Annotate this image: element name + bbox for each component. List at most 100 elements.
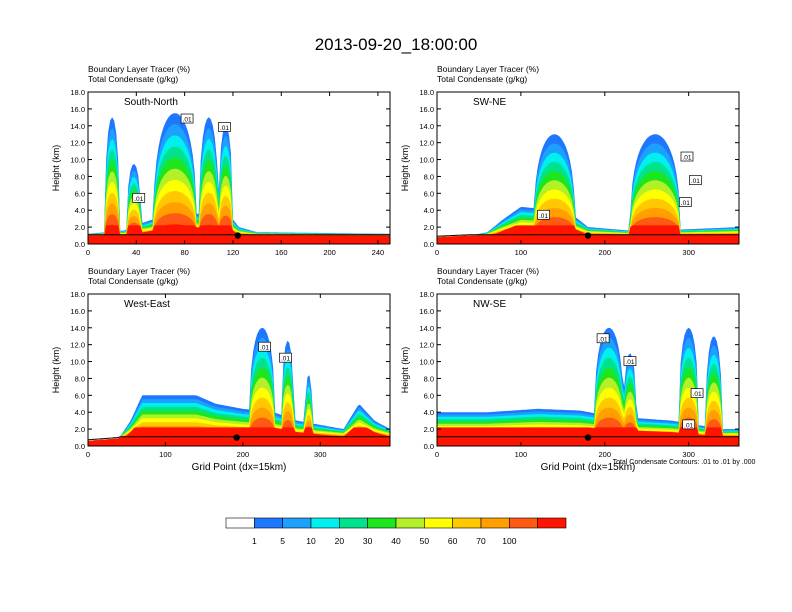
panel-west-east: 0.0 2.0 4.0 6.0 8.0 10.0 12.0 14.0 16.0 18.0 0 100 2… xyxy=(51,266,391,473)
y-tick-label: 0.0 xyxy=(424,240,434,249)
colorbar-label: 40 xyxy=(391,536,401,546)
colorbar-label: 70 xyxy=(476,536,486,546)
y-tick-label: 10.0 xyxy=(70,156,85,165)
x-tick-label: 100 xyxy=(515,248,528,257)
y-tick-label: 12.0 xyxy=(70,139,85,148)
colorbar-label: 5 xyxy=(280,536,285,546)
y-tick-label: 10.0 xyxy=(70,358,85,367)
x-tick-label: 100 xyxy=(159,450,172,459)
figure-title: 2013-09-20_18:00:00 xyxy=(315,35,478,54)
panel-header-line: Total Condensate (g/kg) xyxy=(88,276,178,286)
x-tick-label: 120 xyxy=(227,248,240,257)
plot-frame xyxy=(436,91,740,245)
y-tick-label: 16.0 xyxy=(419,307,434,316)
x-axis-label: Grid Point (dx=15km) xyxy=(192,462,287,473)
colorbar-label: 1 xyxy=(252,536,257,546)
y-tick-label: 8.0 xyxy=(75,172,85,181)
tracer-field xyxy=(437,134,739,244)
y-axis-label: Height (km) xyxy=(400,347,410,394)
y-tick-label: 14.0 xyxy=(70,122,85,131)
x-tick-label: 200 xyxy=(237,450,250,459)
location-marker xyxy=(233,434,240,441)
contour-label: .01 xyxy=(682,155,691,162)
x-tick-label: 0 xyxy=(86,248,90,257)
location-marker xyxy=(234,232,241,239)
x-tick-label: 100 xyxy=(515,450,528,459)
panel-sw-ne: 0.0 2.0 4.0 6.0 8.0 10.0 12.0 14.0 16.0 18.0 0 100 2… xyxy=(400,64,740,257)
y-axis-label: Height (km) xyxy=(400,145,410,192)
contour-label: .01 xyxy=(599,336,608,343)
y-axis-label: Height (km) xyxy=(51,347,61,394)
colorbar-label: 100 xyxy=(502,536,516,546)
panel-nw-se: 0.0 2.0 4.0 6.0 8.0 10.0 12.0 14.0 16.0 18.0 0 100 2… xyxy=(400,266,740,473)
colorbar-swatch xyxy=(537,517,567,529)
panel-header-line: Boundary Layer Tracer (%) xyxy=(437,266,539,276)
contour-label: .01 xyxy=(691,178,700,185)
contour-label-box xyxy=(682,419,696,430)
colorbar-swatch xyxy=(282,517,312,529)
colorbar-swatch xyxy=(225,517,255,529)
tracer-field xyxy=(88,113,390,244)
contour-label-box xyxy=(180,113,194,124)
colorbar-label: 50 xyxy=(420,536,430,546)
y-tick-label: 14.0 xyxy=(70,324,85,333)
panel-header-line: Total Condensate (g/kg) xyxy=(437,276,527,286)
y-tick-label: 6.0 xyxy=(424,189,434,198)
plot-frame xyxy=(87,293,391,447)
y-tick-label: 14.0 xyxy=(419,122,434,131)
y-tick-label: 12.0 xyxy=(419,139,434,148)
x-tick-label: 80 xyxy=(180,248,188,257)
plot-frame xyxy=(87,91,391,245)
y-tick-label: 18.0 xyxy=(419,88,434,97)
x-axis-label: Grid Point (dx=15km) xyxy=(541,462,636,473)
x-tick-label: 200 xyxy=(599,450,612,459)
y-tick-label: 16.0 xyxy=(70,105,85,114)
colorbar-swatch xyxy=(424,517,453,529)
contour-note: Total Condensate Contours: .01 to .01 by… xyxy=(613,459,756,466)
colorbar-swatch xyxy=(452,517,482,529)
contour-label: .01 xyxy=(693,391,702,398)
contour-label: .01 xyxy=(681,200,690,207)
colorbar-label: 10 xyxy=(306,536,316,546)
tracer-field xyxy=(88,328,390,446)
contour-label: .01 xyxy=(183,117,192,124)
colorbar-swatch xyxy=(509,517,538,529)
tracer-level-1 xyxy=(437,134,739,244)
contour-label-box xyxy=(537,209,550,220)
colorbar-swatch xyxy=(395,517,425,529)
x-tick-label: 200 xyxy=(599,248,612,257)
y-tick-label: 2.0 xyxy=(424,223,434,232)
y-tick-label: 0.0 xyxy=(424,442,434,451)
y-tick-label: 16.0 xyxy=(70,307,85,316)
colorbar-swatch xyxy=(367,517,397,529)
y-tick-label: 10.0 xyxy=(419,358,434,367)
y-tick-label: 18.0 xyxy=(419,290,434,299)
y-tick-label: 10.0 xyxy=(419,156,434,165)
y-tick-label: 4.0 xyxy=(424,206,434,215)
y-tick-label: 2.0 xyxy=(424,425,434,434)
contour-label-box xyxy=(680,151,694,162)
y-tick-label: 4.0 xyxy=(424,408,434,417)
contour-label-box xyxy=(258,341,271,352)
contour-label: .01 xyxy=(539,213,548,220)
y-tick-label: 6.0 xyxy=(424,391,434,400)
panel-header-line: Total Condensate (g/kg) xyxy=(437,74,527,84)
x-tick-label: 0 xyxy=(435,450,439,459)
colorbar-swatch xyxy=(339,517,368,529)
panel-header-line: Total Condensate (g/kg) xyxy=(88,74,178,84)
y-tick-label: 8.0 xyxy=(75,374,85,383)
y-tick-label: 12.0 xyxy=(419,341,434,350)
x-tick-label: 40 xyxy=(132,248,140,257)
x-tick-label: 300 xyxy=(682,248,695,257)
location-marker xyxy=(584,434,592,441)
contour-label-box xyxy=(132,193,146,203)
panel-header-line: Boundary Layer Tracer (%) xyxy=(437,64,539,74)
panel-title: South-North xyxy=(124,97,178,108)
y-tick-label: 12.0 xyxy=(70,341,85,350)
contour-label: .01 xyxy=(260,345,269,352)
contour-label-box xyxy=(678,197,692,207)
x-tick-label: 0 xyxy=(86,450,90,459)
y-tick-label: 8.0 xyxy=(424,374,434,383)
y-tick-label: 18.0 xyxy=(70,88,85,97)
